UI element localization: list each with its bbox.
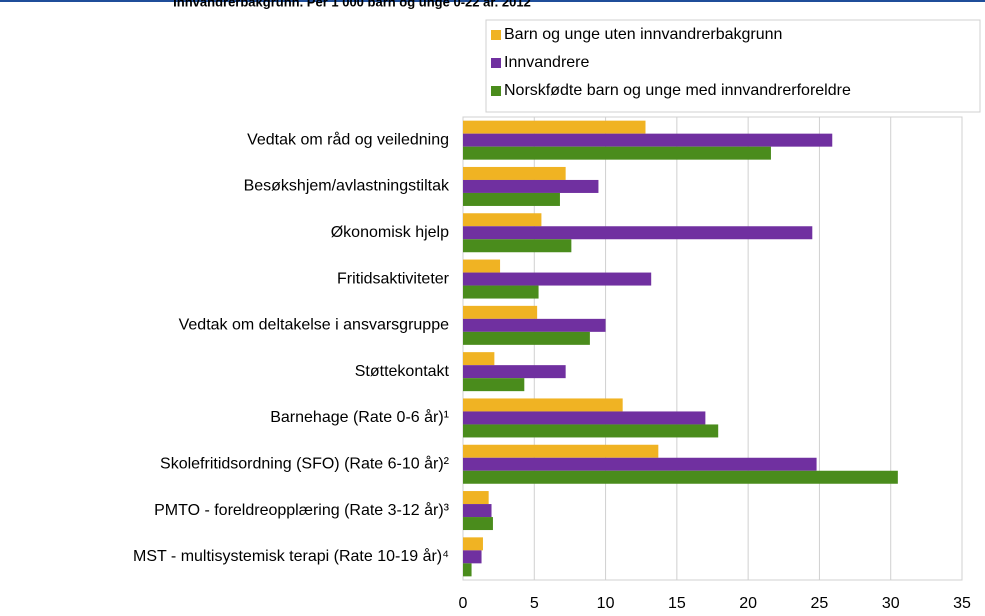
x-tick-label: 15 (668, 595, 686, 612)
bar (463, 318, 606, 332)
y-tick-label: Vedtak om deltakelse i ansvarsgruppe (179, 317, 449, 334)
x-tick-label: 0 (459, 595, 468, 612)
bar (463, 285, 539, 299)
bar (463, 550, 482, 564)
y-tick-label: Besøkshjem/avlastningstiltak (244, 178, 450, 195)
bar (463, 352, 495, 366)
bar (463, 120, 646, 134)
y-tick-label: Barnehage (Rate 0-6 år)¹ (270, 408, 449, 426)
x-tick-label: 5 (530, 595, 539, 612)
bar (463, 133, 833, 147)
bar (463, 365, 566, 379)
y-tick-label: Økonomisk hjelp (331, 224, 449, 241)
legend-label: Norskfødte barn og unge med innvandrerfo… (504, 82, 851, 99)
legend-label: Innvandrere (504, 54, 589, 71)
bar (463, 259, 501, 273)
bar (463, 166, 566, 180)
legend-swatch (491, 30, 501, 40)
y-tick-label: Vedtak om råd og veiledning (247, 130, 449, 148)
bar (463, 305, 538, 319)
bar (463, 398, 623, 412)
chart-title: Innvandrerbakgrunn. Per 1 000 barn og un… (173, 0, 531, 9)
bar (463, 457, 817, 471)
bar (463, 192, 560, 206)
legend-swatch (491, 58, 501, 68)
y-tick-label: Skolefritidsordning (SFO) (Rate 6-10 år)… (160, 454, 450, 472)
y-tick-label: PMTO - foreldreopplæring (Rate 3-12 år)³ (154, 501, 450, 519)
x-tick-label: 30 (882, 595, 900, 612)
bar (463, 563, 472, 577)
bar (463, 491, 489, 505)
bar (463, 444, 659, 458)
bar (463, 411, 706, 425)
bar (463, 213, 542, 227)
bar (463, 331, 590, 345)
bar (463, 537, 483, 551)
bar (463, 239, 572, 253)
bar (463, 470, 898, 484)
bar (463, 179, 599, 193)
x-tick-label: 10 (597, 595, 615, 612)
y-tick-label: Støttekontakt (355, 363, 450, 380)
x-tick-label: 25 (811, 595, 829, 612)
bar (463, 272, 652, 286)
bar (463, 378, 525, 392)
x-tick-label: 20 (739, 595, 757, 612)
bar (463, 146, 771, 160)
bar (463, 424, 719, 438)
bar (463, 226, 813, 240)
bar (463, 504, 492, 518)
x-tick-label: 35 (953, 595, 971, 612)
y-tick-label: MST - multisystemisk terapi (Rate 10-19 … (133, 547, 449, 565)
legend-swatch (491, 86, 501, 96)
legend-box (485, 19, 981, 113)
y-tick-label: Fritidsaktiviteter (337, 270, 450, 287)
bar (463, 517, 493, 531)
legend-label: Barn og unge uten innvandrerbakgrunn (504, 26, 782, 43)
